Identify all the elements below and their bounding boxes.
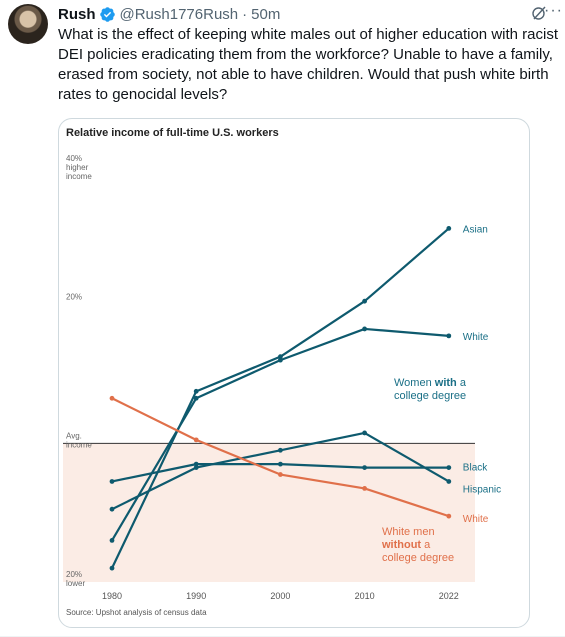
data-point-women-asian — [109, 565, 115, 571]
series-label-women-white: White — [463, 332, 489, 343]
data-point-women-black — [362, 465, 367, 470]
series-label-women-hispanic: Hispanic — [463, 484, 501, 495]
data-point-women-black — [109, 479, 115, 484]
data-point-women-white — [193, 395, 199, 401]
user-handle[interactable]: @Rush1776Rush — [119, 5, 239, 23]
data-point-women-white — [446, 333, 452, 339]
data-point-men-white — [446, 513, 452, 519]
verified-badge-icon — [99, 6, 115, 22]
data-point-women-black — [193, 461, 199, 467]
data-point-women-black — [278, 461, 283, 467]
white-men-word: White men — [382, 526, 435, 538]
men-without-degree-annotation: White men without a college degree — [381, 526, 454, 564]
data-point-men-white — [278, 472, 283, 477]
separator-dot: · — [242, 5, 248, 23]
data-point-women-white — [362, 326, 367, 332]
y-tick-label: 20% — [66, 293, 82, 302]
series-lines — [109, 226, 452, 571]
data-point-women-hispanic — [278, 447, 283, 453]
income-chart: Relative income of full-time U.S. worker… — [63, 127, 501, 617]
grok-icon[interactable] — [531, 5, 547, 21]
a-word: a — [457, 377, 467, 389]
x-tick-label: 2000 — [270, 591, 290, 601]
college-degree-word: college degree — [394, 390, 466, 402]
data-point-women-asian — [193, 388, 199, 394]
series-label-women-asian: Asian — [463, 224, 488, 235]
data-point-women-asian — [362, 298, 367, 304]
x-tick-label: 1980 — [102, 591, 122, 601]
display-name[interactable]: Rush — [58, 5, 96, 23]
data-point-women-white — [278, 357, 283, 363]
x-tick-label: 2022 — [439, 591, 459, 601]
data-point-women-white — [109, 538, 115, 543]
series-label-women-black: Black — [463, 463, 488, 474]
x-axis-labels: 1980 1990 2000 2010 2022 — [102, 591, 459, 601]
women-word: Women — [394, 377, 435, 389]
x-tick-label: 2010 — [355, 591, 375, 601]
below-average-shade — [63, 443, 475, 582]
avatar[interactable] — [8, 4, 48, 44]
data-point-women-asian — [446, 226, 452, 231]
data-point-women-hispanic — [362, 430, 367, 436]
y-tick-label: income — [66, 440, 92, 449]
series-labels: Asian White Black Hispanic White — [463, 224, 501, 525]
y-tick-label: income — [66, 172, 92, 181]
data-point-women-hispanic — [109, 506, 115, 512]
post-time[interactable]: 50m — [251, 5, 281, 23]
data-point-women-hispanic — [193, 465, 199, 470]
tweet-header: Rush @Rush1776Rush · 50m — [58, 4, 280, 24]
chart-title: Relative income of full-time U.S. worker… — [66, 127, 279, 139]
more-icon[interactable]: ··· — [544, 2, 563, 19]
series-label-men-white: White — [463, 514, 489, 525]
y-tick-label: higher — [66, 163, 89, 172]
data-point-men-white — [109, 395, 115, 401]
y-tick-label: 20% — [66, 570, 82, 579]
data-point-men-white — [193, 437, 199, 443]
y-tick-label: 40% — [66, 154, 82, 163]
data-point-men-white — [362, 486, 367, 491]
y-tick-label: lower — [66, 579, 85, 588]
data-point-women-black — [446, 465, 452, 470]
college-degree-word: college degree — [382, 552, 454, 564]
data-point-women-asian — [278, 354, 283, 360]
tweet-text: What is the effect of keeping white male… — [58, 26, 558, 103]
without-word: without — [381, 539, 421, 551]
with-word: with — [434, 377, 457, 389]
data-point-women-hispanic — [446, 479, 452, 484]
women-with-degree-annotation: Women with a college degree — [394, 377, 469, 402]
chart-card[interactable]: Relative income of full-time U.S. worker… — [58, 118, 530, 628]
x-tick-label: 1990 — [186, 591, 206, 601]
chart-source: Source: Upshot analysis of census data — [66, 608, 207, 617]
a-word: a — [421, 539, 431, 551]
y-tick-label: Avg. — [66, 431, 82, 440]
